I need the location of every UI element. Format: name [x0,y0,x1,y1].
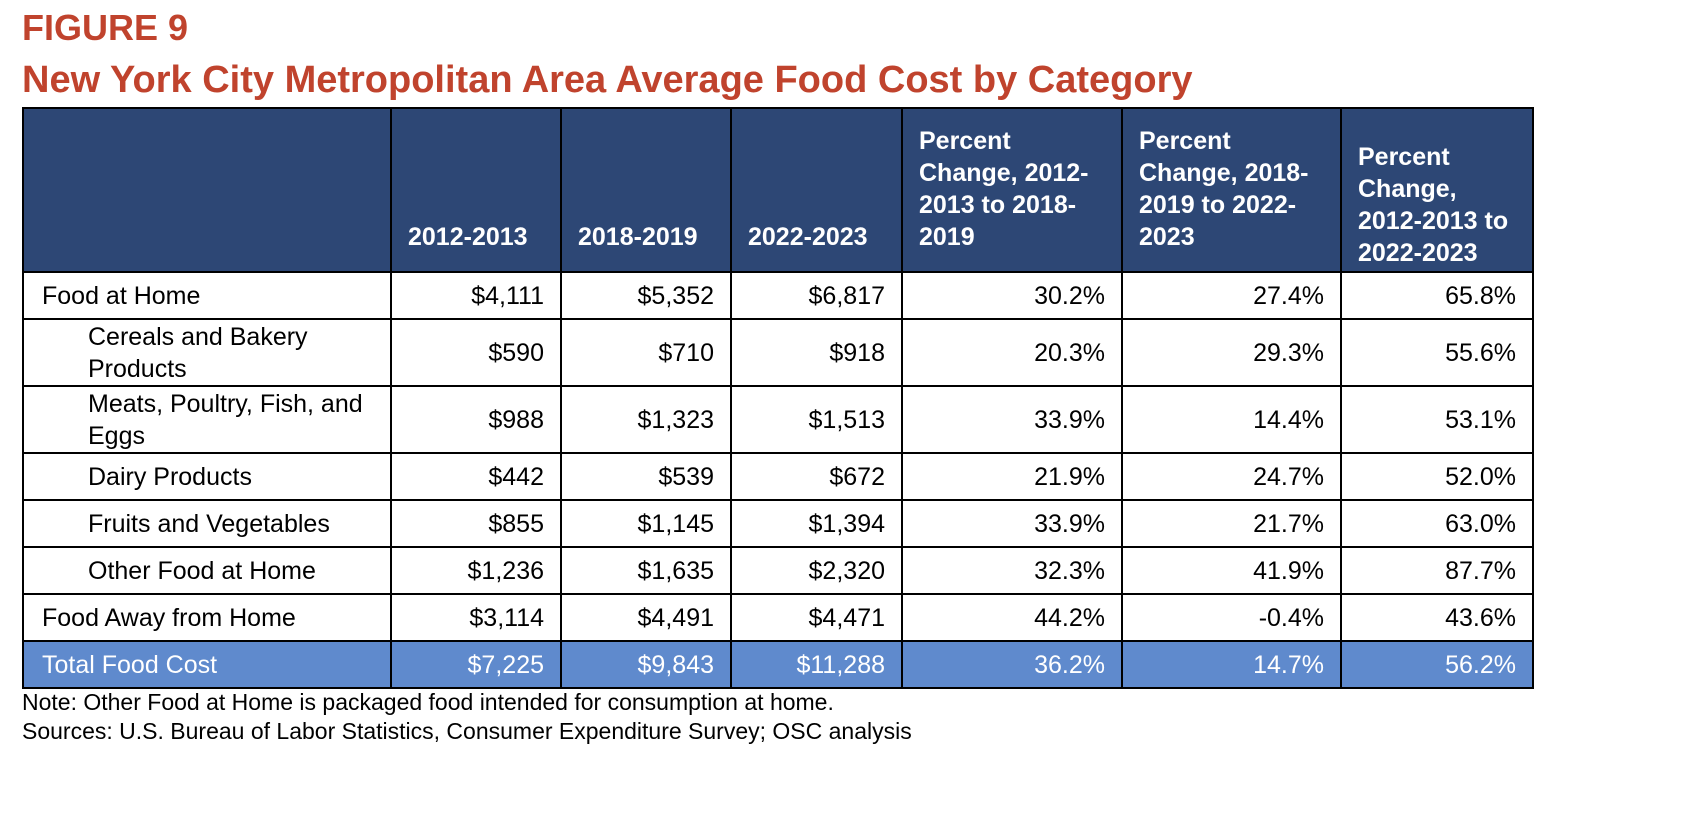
cell-value: 36.2% [901,640,1123,689]
cell-value: $3,114 [390,593,562,642]
food-cost-table: 2012-2013 2018-2019 2022-2023 Percent Ch… [22,107,1534,689]
row-category: Meats, Poultry, Fish, and Eggs [22,385,392,454]
cell-value: $1,145 [560,499,732,548]
header-pct-change-2018-2022: Percent Change, 2018-2019 to 2022-2023 [1121,107,1342,273]
cell-value: 30.2% [901,271,1123,320]
cell-value: $672 [730,452,903,501]
cell-value: 27.4% [1121,271,1342,320]
figure-label: FIGURE 9 [22,7,189,48]
cell-value: $4,491 [560,593,732,642]
cell-value: $442 [390,452,562,501]
cell-value: 52.0% [1340,452,1534,501]
cell-value: $11,288 [730,640,903,689]
cell-value: $4,471 [730,593,903,642]
cell-value: 24.7% [1121,452,1342,501]
cell-value: 21.9% [901,452,1123,501]
cell-value: 65.8% [1340,271,1534,320]
cell-value: 41.9% [1121,546,1342,595]
cell-value: $7,225 [390,640,562,689]
cell-value: $6,817 [730,271,903,320]
header-category [22,107,392,273]
header-pct-change-2012-2018: Percent Change, 2012-2013 to 2018-2019 [901,107,1123,273]
cell-value: 43.6% [1340,593,1534,642]
cell-value: $5,352 [560,271,732,320]
cell-value: 32.3% [901,546,1123,595]
cell-value: 33.9% [901,385,1123,454]
table-row: Fruits and Vegetables $855 $1,145 $1,394… [22,499,1534,548]
cell-value: 44.2% [901,593,1123,642]
cell-value: $2,320 [730,546,903,595]
cell-value: 87.7% [1340,546,1534,595]
row-category: Fruits and Vegetables [22,499,392,548]
header-2022-2023: 2022-2023 [730,107,903,273]
cell-value: $590 [390,318,562,387]
cell-value: 14.7% [1121,640,1342,689]
cell-value: 63.0% [1340,499,1534,548]
cell-value: $855 [390,499,562,548]
row-category: Food at Home [22,271,392,320]
cell-value: 55.6% [1340,318,1534,387]
row-category: Total Food Cost [22,640,392,689]
cell-value: $710 [560,318,732,387]
cell-value: $1,635 [560,546,732,595]
table-row: Cereals and Bakery Products $590 $710 $9… [22,318,1534,387]
cell-value: $1,323 [560,385,732,454]
table-note: Note: Other Food at Home is packaged foo… [22,689,834,715]
row-category: Food Away from Home [22,593,392,642]
header-2012-2013: 2012-2013 [390,107,562,273]
header-2018-2019: 2018-2019 [560,107,732,273]
table-row: Other Food at Home $1,236 $1,635 $2,320 … [22,546,1534,595]
table-row: Food at Home $4,111 $5,352 $6,817 30.2% … [22,271,1534,320]
cell-value: $539 [560,452,732,501]
cell-value: 20.3% [901,318,1123,387]
table-header-row: 2012-2013 2018-2019 2022-2023 Percent Ch… [22,107,1534,273]
cell-value: $988 [390,385,562,454]
cell-value: 21.7% [1121,499,1342,548]
cell-value: 29.3% [1121,318,1342,387]
cell-value: $1,394 [730,499,903,548]
table-row: Dairy Products $442 $539 $672 21.9% 24.7… [22,452,1534,501]
table-row: Food Away from Home $3,114 $4,491 $4,471… [22,593,1534,642]
cell-value: -0.4% [1121,593,1342,642]
cell-value: $4,111 [390,271,562,320]
total-row: Total Food Cost $7,225 $9,843 $11,288 36… [22,640,1534,689]
row-category: Cereals and Bakery Products [22,318,392,387]
row-category: Dairy Products [22,452,392,501]
cell-value: $918 [730,318,903,387]
cell-value: 56.2% [1340,640,1534,689]
cell-value: 14.4% [1121,385,1342,454]
cell-value: $1,236 [390,546,562,595]
cell-value: 53.1% [1340,385,1534,454]
table-sources: Sources: U.S. Bureau of Labor Statistics… [22,718,912,744]
cell-value: $1,513 [730,385,903,454]
cell-value: $9,843 [560,640,732,689]
row-category: Other Food at Home [22,546,392,595]
header-pct-change-2012-2022: Percent Change, 2012-2013 to 2022-2023 [1340,107,1534,273]
table-row: Meats, Poultry, Fish, and Eggs $988 $1,3… [22,385,1534,454]
cell-value: 33.9% [901,499,1123,548]
figure-title: New York City Metropolitan Area Average … [22,59,1193,101]
